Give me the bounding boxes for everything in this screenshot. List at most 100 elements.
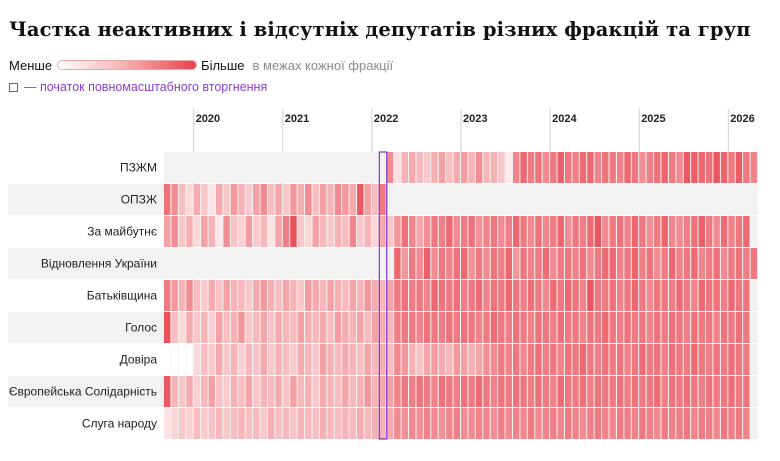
heatmap-cell (438, 248, 446, 279)
heatmap-cell (475, 152, 483, 183)
heatmap-cell (423, 280, 431, 311)
heatmap-cell (594, 408, 602, 439)
heatmap-cell (379, 280, 386, 311)
heatmap-cell (527, 344, 535, 375)
heatmap-cell (267, 312, 275, 343)
heatmap-cell (639, 312, 646, 343)
heatmap-cell (691, 216, 698, 247)
heatmap-cell (728, 344, 735, 375)
heatmap-cell (230, 184, 238, 215)
heatmap-cell (282, 344, 290, 375)
heatmap-cell (208, 184, 215, 215)
heatmap-cell (676, 248, 683, 279)
heatmap-cell (364, 216, 371, 247)
heatmap-cell (624, 216, 631, 247)
year-tick-label: 2020 (196, 113, 220, 125)
heatmap-cell (357, 216, 364, 247)
heatmap-cell (512, 312, 520, 343)
heatmap-cell (676, 312, 683, 343)
heatmap-cell (676, 408, 683, 439)
heatmap-cell (290, 312, 297, 343)
heatmap-cell (349, 344, 357, 375)
heatmap-cell (386, 408, 394, 439)
heatmap-cell (171, 216, 178, 247)
heatmap-cell (164, 184, 171, 215)
heatmap-cell (498, 248, 505, 279)
year-tick-label: 2021 (285, 113, 309, 125)
heatmap-cell (416, 408, 423, 439)
heatmap-cell (602, 344, 609, 375)
heatmap-cell (720, 280, 728, 311)
heatmap-cell (654, 376, 661, 407)
heatmap-cell (208, 376, 215, 407)
heatmap-cell (423, 376, 431, 407)
legend-note: в межах кожної фракції (252, 57, 394, 73)
heatmap-cell (275, 312, 282, 343)
heatmap-cell (178, 312, 186, 343)
heatmap-cell (208, 280, 215, 311)
heatmap-cell (238, 216, 245, 247)
heatmap-cell (639, 216, 646, 247)
heatmap-cell (706, 152, 713, 183)
heatmap-cell (423, 216, 431, 247)
heatmap-cell (609, 344, 616, 375)
heatmap-cell (706, 312, 713, 343)
heatmap-cell (364, 376, 371, 407)
heatmap-cell (490, 216, 498, 247)
heatmap-cell (438, 312, 446, 343)
heatmap-cell (282, 216, 290, 247)
heatmap-cell (364, 280, 371, 311)
heatmap-cell (282, 312, 290, 343)
heatmap-cell (416, 344, 423, 375)
heatmap-cell (683, 376, 691, 407)
heatmap-cell (223, 408, 230, 439)
heatmap-cell (349, 312, 357, 343)
row-label: ПЗЖМ (120, 161, 157, 175)
heatmap-cell (193, 408, 201, 439)
heatmap-cell (616, 216, 624, 247)
heatmap-cell (542, 408, 550, 439)
heatmap-cell (602, 376, 609, 407)
heatmap-cell (743, 408, 750, 439)
heatmap-cell (490, 408, 498, 439)
heatmap-cell (453, 248, 460, 279)
heatmap-cell (557, 312, 564, 343)
heatmap-cell (668, 152, 676, 183)
heatmap-cell (498, 344, 505, 375)
heatmap-cell (379, 312, 386, 343)
heatmap-cell (720, 312, 728, 343)
heatmap-cell (609, 408, 616, 439)
heatmap-cell (564, 152, 572, 183)
heatmap-cell (713, 248, 720, 279)
heatmap-cell (661, 376, 668, 407)
heatmap-cell (564, 376, 572, 407)
heatmap-cell (512, 248, 520, 279)
heatmap-cell (171, 312, 178, 343)
row-label-background (8, 376, 164, 407)
heatmap-cell (572, 376, 579, 407)
heatmap-cell (550, 344, 557, 375)
heatmap-cell (260, 344, 267, 375)
heatmap-cell (661, 344, 668, 375)
heatmap-cell (253, 216, 260, 247)
heatmap-cell (394, 408, 401, 439)
heatmap-cell (668, 344, 676, 375)
heatmap-cell (282, 408, 290, 439)
heatmap-cell (178, 184, 186, 215)
heatmap-cell (475, 376, 483, 407)
heatmap-cell (639, 408, 646, 439)
heatmap-cell (683, 216, 691, 247)
heatmap-cell (461, 344, 468, 375)
heatmap-cell (290, 216, 297, 247)
heatmap-cell (743, 280, 750, 311)
heatmap-cell (520, 216, 527, 247)
heatmap-cell (334, 408, 342, 439)
chart-title: Частка неактивних і відсутніх депутатів … (9, 18, 751, 41)
heatmap-cell (193, 216, 201, 247)
heatmap-cell (394, 216, 401, 247)
heatmap-cell (498, 376, 505, 407)
heatmap-cell (416, 216, 423, 247)
heatmap-cell (319, 184, 327, 215)
heatmap-cell (728, 216, 735, 247)
